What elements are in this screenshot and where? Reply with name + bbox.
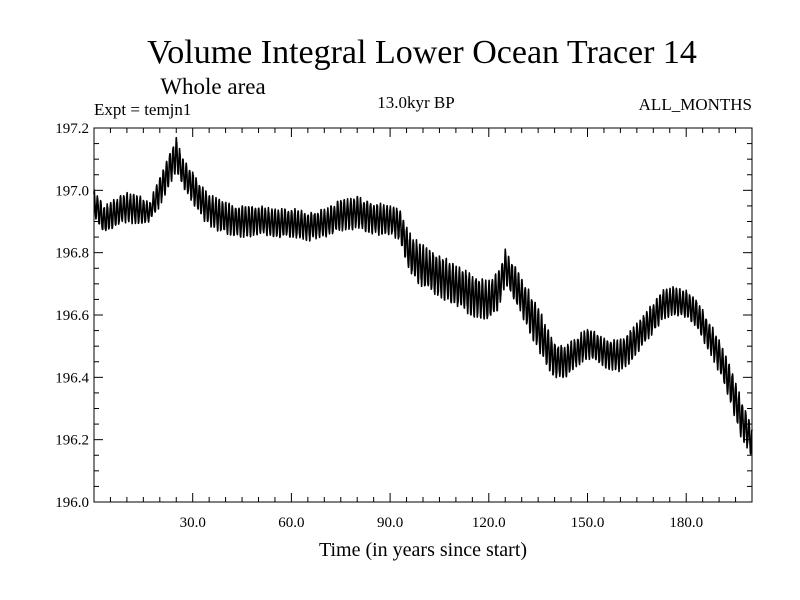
axis-tick-labels: 30.0 60.0 90.0 120.0 150.0 180.0 196.0 196.2 196… [55,121,703,531]
axis-ticks [94,127,752,503]
x-tick-label: 120.0 [472,515,506,531]
x-tick-label: 150.0 [571,515,605,531]
chart-title: Volume Integral Lower Ocean Tracer 14 [147,34,697,71]
period-label: 13.0kyr BP [377,93,454,112]
y-tick-label: 196.2 [55,433,89,449]
x-tick-label: 180.0 [669,515,703,531]
y-tick-label: 196.6 [55,308,89,324]
y-tick-label: 196.0 [55,495,89,511]
x-axis-label: Time (in years since start) [319,539,527,561]
y-tick-label: 197.2 [55,121,89,137]
series-line [93,136,753,455]
experiment-label: Expt = temjn1 [94,100,191,119]
months-label: ALL_MONTHS [639,95,752,114]
y-tick-label: 197.0 [55,183,89,199]
y-tick-label: 196.4 [55,370,89,386]
x-tick-label: 60.0 [278,515,304,531]
chart-subtitle: Whole area [160,74,265,99]
y-tick-label: 196.8 [55,246,89,262]
series-group [93,136,753,455]
x-tick-label: 90.0 [377,515,403,531]
x-tick-label: 30.0 [180,515,206,531]
